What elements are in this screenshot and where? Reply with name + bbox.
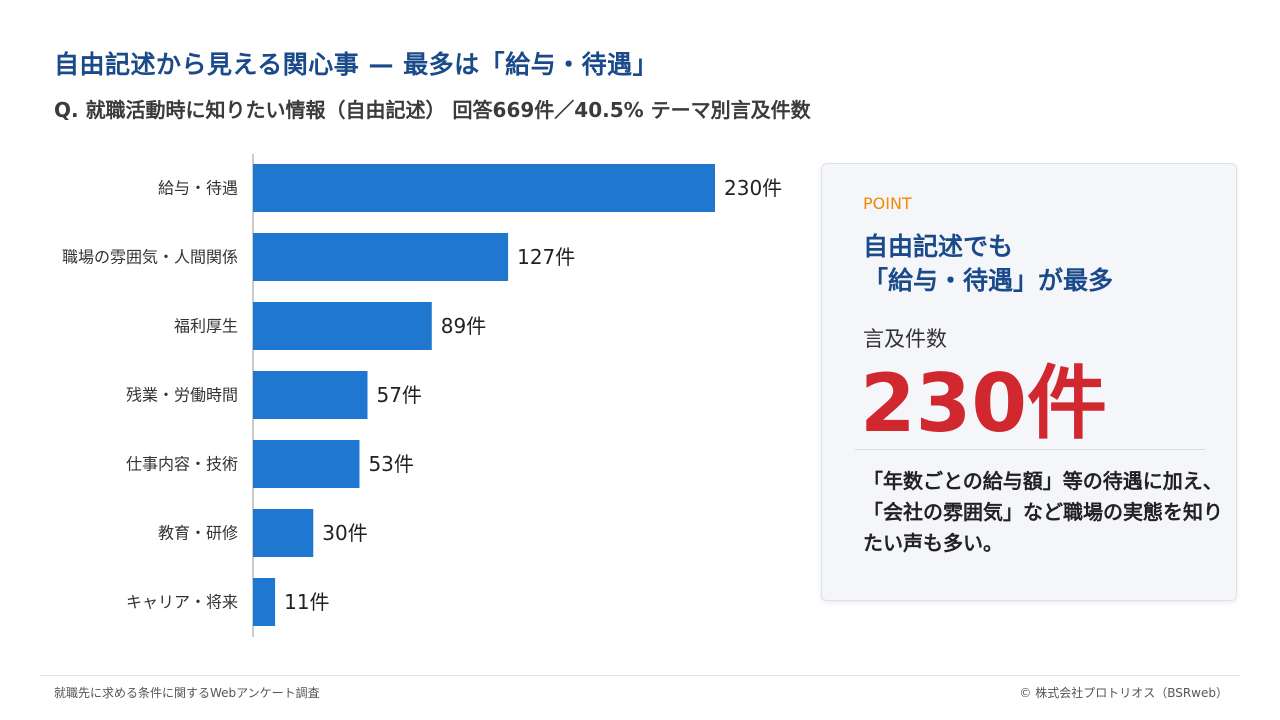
point-note: 「年数ごとの給与額」等の待遇に加え、「会社の雰囲気」など職場の実態を知りたい声も… [863, 469, 1223, 555]
value-label-5: 30件 [322, 521, 367, 545]
value-label-4: 53件 [368, 452, 413, 476]
page-title: 自由記述から見える関心事 — 最多は「給与・待遇」 [54, 50, 659, 79]
category-label-3: 残業・労働時間 [126, 386, 238, 405]
value-label-3: 57件 [376, 383, 421, 407]
point-headline-line1: 自由記述でも [863, 232, 1014, 261]
bar-0 [253, 164, 715, 212]
bar-5 [253, 509, 314, 557]
footer-divider [40, 675, 1240, 676]
value-label-1: 127件 [517, 245, 575, 269]
category-label-5: 教育・研修 [158, 524, 238, 543]
footer-copyright: © 株式会社プロトリオス（BSRweb） [1019, 686, 1228, 700]
metric-value: 230件 [860, 357, 1107, 450]
value-label-6: 11件 [284, 590, 329, 614]
point-panel: POINT 自由記述でも 「給与・待遇」が最多 言及件数 230件 「年数ごとの… [821, 163, 1237, 601]
point-headline: 自由記述でも 「給与・待遇」が最多 [863, 230, 1223, 297]
point-label: POINT [863, 194, 912, 213]
bar-3 [253, 371, 368, 419]
bar-1 [253, 233, 509, 281]
category-label-6: キャリア・将来 [126, 593, 238, 612]
bar-4 [253, 440, 360, 488]
bar-6 [253, 578, 276, 626]
category-label-0: 給与・待遇 [158, 179, 238, 198]
value-label-2: 89件 [441, 314, 486, 338]
point-headline-line2: 「給与・待遇」が最多 [863, 265, 1114, 295]
category-label-1: 職場の雰囲気・人間関係 [62, 248, 238, 267]
category-label-2: 福利厚生 [174, 317, 238, 336]
category-label-4: 仕事内容・技術 [126, 455, 238, 474]
footer-source: 就職先に求める条件に関するWebアンケート調査 [54, 686, 320, 700]
panel-divider [855, 449, 1205, 450]
question-subtitle: Q. 就職活動時に知りたい情報（自由記述） 回答669件／40.5% テーマ別言… [54, 98, 811, 122]
bar-2 [253, 302, 432, 350]
metric-label: 言及件数 [863, 327, 947, 351]
value-label-0: 230件 [724, 176, 782, 200]
